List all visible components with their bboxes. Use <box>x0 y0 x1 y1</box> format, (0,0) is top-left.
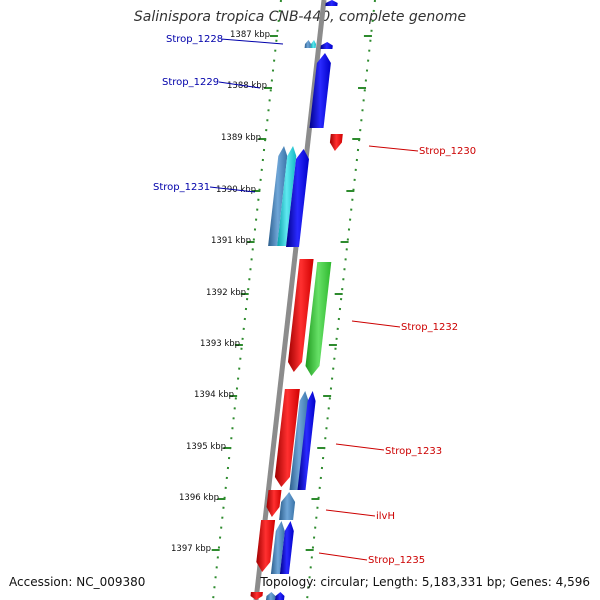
kbp-label: 1393 kbp <box>200 339 240 349</box>
kbp-label: 1396 kbp <box>179 493 219 503</box>
gene-strop-1230[interactable] <box>329 134 343 151</box>
gene-label-strop-1235[interactable]: Strop_1235 <box>368 555 425 566</box>
gene-label-ilvh[interactable]: ilvH <box>376 511 395 522</box>
gene-strop-1231-b[interactable] <box>277 146 297 246</box>
gene-strop-1229[interactable] <box>309 53 331 128</box>
gene-strop-1235[interactable] <box>256 520 276 572</box>
gene-label-strop-1231[interactable]: Strop_1231 <box>153 182 210 193</box>
gene-arrow-down[interactable] <box>250 592 263 600</box>
gene-label-strop-1233[interactable]: Strop_1233 <box>385 446 442 457</box>
kbp-label: 1392 kbp <box>206 288 246 298</box>
gene-strop-1233-b[interactable] <box>289 391 309 490</box>
gene-strop-1233-c[interactable] <box>297 391 316 490</box>
gene-labels: Strop_1228 Strop_1229 Strop_1230 Strop_1… <box>153 34 476 566</box>
gene-strop-1232[interactable] <box>288 259 314 372</box>
kbp-label: 1389 kbp <box>221 133 261 143</box>
scale-labels: 1387 kbp 1388 kbp 1389 kbp 1390 kbp 1391… <box>171 30 270 554</box>
gene-label-strop-1229[interactable]: Strop_1229 <box>162 77 219 88</box>
gene-strop-1232-rna[interactable] <box>305 262 332 376</box>
kbp-label: 1391 kbp <box>211 236 251 246</box>
gene-arrow-up[interactable] <box>325 0 338 6</box>
gene-strop-1231-a[interactable] <box>268 146 288 246</box>
kbp-label: 1387 kbp <box>230 30 270 40</box>
label-leaders <box>209 38 419 561</box>
kbp-label: 1394 kbp <box>194 390 234 400</box>
genome-summary-text: Topology: circular; Length: 5,183,331 bp… <box>260 575 590 589</box>
gene-arrow-down-c[interactable] <box>275 592 285 600</box>
accession-text: Accession: NC_009380 <box>9 575 146 589</box>
gene-strop-1235-b[interactable] <box>270 521 285 574</box>
map-title: Salinispora tropica CNB-440, complete ge… <box>133 9 467 25</box>
gene-ilvh-b[interactable] <box>279 492 296 520</box>
gene-strop-1235-c[interactable] <box>279 521 294 574</box>
kbp-label: 1395 kbp <box>186 442 226 452</box>
gene-arrow-down-b[interactable] <box>266 592 276 600</box>
gene-strop-1228-part[interactable] <box>310 40 316 48</box>
gene-strop-1233[interactable] <box>274 389 300 487</box>
gene-strop-1231[interactable] <box>286 149 309 247</box>
gene-strop-1228[interactable] <box>304 40 311 48</box>
outer-ring-dotted <box>212 0 376 600</box>
gene-ilvh[interactable] <box>266 490 282 517</box>
gene-label-strop-1230[interactable]: Strop_1230 <box>419 146 476 157</box>
gene-label-strop-1232[interactable]: Strop_1232 <box>401 322 458 333</box>
kbp-label: 1397 kbp <box>171 544 211 554</box>
gene-arrow-up[interactable] <box>320 42 333 49</box>
gene-label-strop-1228[interactable]: Strop_1228 <box>166 34 223 45</box>
scale-ticks <box>211 35 372 551</box>
gene-features <box>250 0 343 600</box>
